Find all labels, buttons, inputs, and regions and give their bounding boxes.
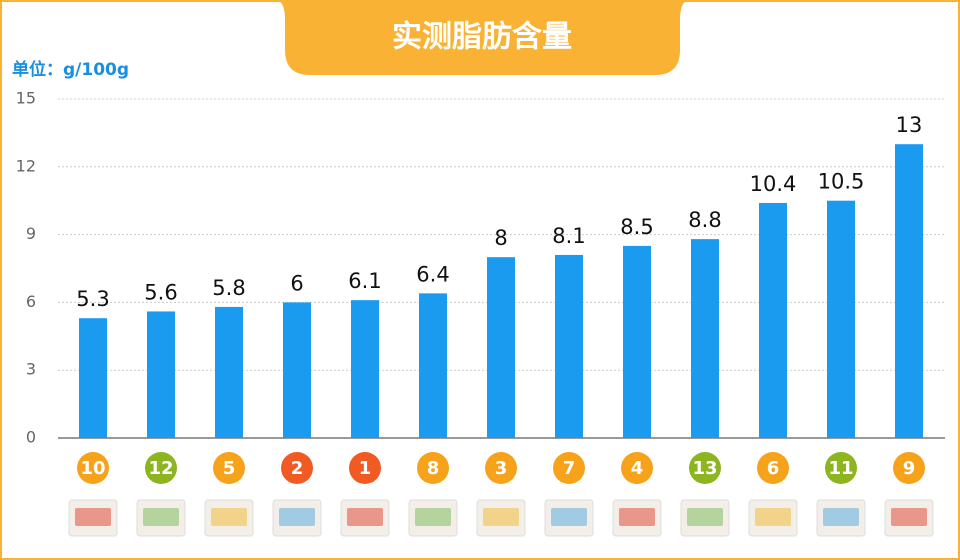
product-image-detail bbox=[551, 508, 587, 526]
product-image-detail bbox=[619, 508, 655, 526]
x-tick-label: 4 bbox=[631, 458, 644, 479]
x-tick-label: 10 bbox=[80, 458, 105, 479]
y-tick-label: 6 bbox=[26, 292, 36, 311]
data-label: 6.4 bbox=[416, 262, 449, 286]
x-tick-label: 11 bbox=[828, 458, 853, 479]
x-tick-label: 9 bbox=[903, 458, 916, 479]
badge bbox=[825, 452, 857, 484]
y-axis-label: 单位：g/100g bbox=[12, 59, 129, 80]
product-image-detail bbox=[823, 508, 859, 526]
product-image-detail bbox=[143, 508, 179, 526]
badge bbox=[77, 452, 109, 484]
x-tick-label: 3 bbox=[495, 458, 508, 479]
badge bbox=[145, 452, 177, 484]
data-label: 10.4 bbox=[750, 172, 797, 196]
x-tick-label: 13 bbox=[692, 458, 717, 479]
badge bbox=[757, 452, 789, 484]
bar bbox=[691, 239, 719, 438]
bar bbox=[827, 200, 855, 438]
data-label: 13 bbox=[896, 113, 923, 137]
bar bbox=[623, 245, 651, 438]
data-label: 6.1 bbox=[348, 269, 381, 293]
product-image-detail bbox=[687, 508, 723, 526]
data-label: 5.3 bbox=[76, 287, 109, 311]
bar bbox=[555, 254, 583, 438]
bar bbox=[419, 293, 447, 438]
product-image-detail bbox=[483, 508, 519, 526]
bar bbox=[147, 311, 175, 438]
data-label: 8.8 bbox=[688, 208, 721, 232]
x-tick-label: 7 bbox=[563, 458, 576, 479]
bar bbox=[215, 306, 243, 438]
bar bbox=[79, 318, 107, 438]
data-label: 5.8 bbox=[212, 276, 245, 300]
bar bbox=[759, 202, 787, 438]
product-image-detail bbox=[415, 508, 451, 526]
y-tick-label: 12 bbox=[16, 156, 36, 175]
badge bbox=[349, 452, 381, 484]
x-tick-label: 5 bbox=[223, 458, 236, 479]
badge bbox=[621, 452, 653, 484]
product-image-detail bbox=[347, 508, 383, 526]
data-label: 8.1 bbox=[552, 224, 585, 248]
x-tick-label: 1 bbox=[359, 458, 372, 479]
y-tick-label: 0 bbox=[26, 428, 36, 447]
bar bbox=[283, 302, 311, 438]
x-tick-label: 12 bbox=[148, 458, 173, 479]
bar bbox=[351, 300, 379, 438]
badge bbox=[689, 452, 721, 484]
badge bbox=[893, 452, 925, 484]
x-tick-label: 8 bbox=[427, 458, 440, 479]
data-label: 6 bbox=[290, 271, 303, 295]
product-image-detail bbox=[755, 508, 791, 526]
badge bbox=[417, 452, 449, 484]
badge bbox=[213, 452, 245, 484]
data-label: 8.5 bbox=[620, 215, 653, 239]
x-tick-label: 2 bbox=[291, 458, 304, 479]
product-image-detail bbox=[75, 508, 111, 526]
product-image-detail bbox=[891, 508, 927, 526]
bar bbox=[895, 144, 923, 438]
data-label: 10.5 bbox=[818, 170, 865, 194]
badge bbox=[281, 452, 313, 484]
y-tick-label: 9 bbox=[26, 224, 36, 243]
data-label: 8 bbox=[494, 226, 507, 250]
bar bbox=[487, 257, 515, 438]
title-tab bbox=[275, 0, 690, 75]
product-image-detail bbox=[211, 508, 247, 526]
x-tick-label: 6 bbox=[767, 458, 780, 479]
y-tick-label: 15 bbox=[16, 89, 36, 108]
badge bbox=[553, 452, 585, 484]
product-image-detail bbox=[279, 508, 315, 526]
y-tick-label: 3 bbox=[26, 360, 36, 379]
badge bbox=[485, 452, 517, 484]
chart-title: 实测脂肪含量 bbox=[392, 20, 572, 55]
data-label: 5.6 bbox=[144, 280, 177, 304]
